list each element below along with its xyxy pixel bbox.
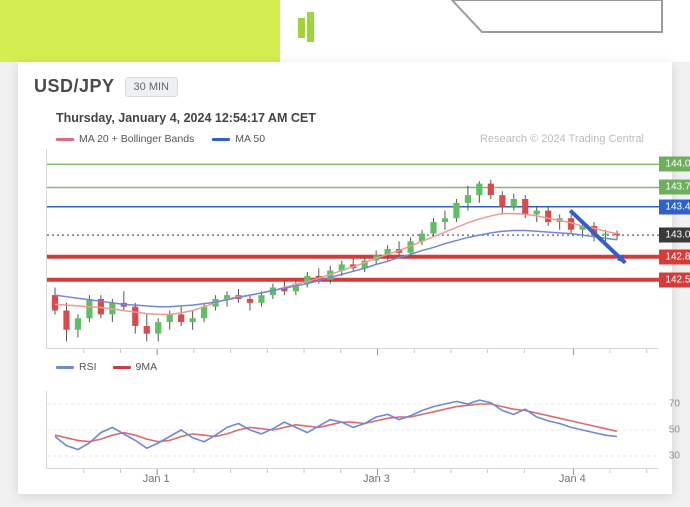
legend-ma20: MA 20 + Bollinger Bands [56,133,194,145]
symbol-label: USD/JPY [34,76,115,97]
price-level-label: 144.00 [659,157,690,172]
brand-logo: Ultima Markets [298,10,366,48]
price-level-label: 142.80 [659,249,690,264]
timestamp: Thursday, January 4, 2024 12:54:17 AM CE… [56,111,656,125]
header-notch [452,0,662,42]
ma20-swatch [56,138,74,141]
chart-card: USD/JPY 30 MIN Thursday, January 4, 2024… [18,62,672,494]
chart-header: USD/JPY 30 MIN [34,76,656,97]
legend-9ma-label: 9MA [136,361,158,373]
root: Ultima Markets USD/JPY 30 MIN Thursday, … [0,0,690,507]
sub-legend: RSI 9MA [56,361,656,373]
price-chart[interactable]: 144.00143.70143.45143.08142.80142.50 [46,149,658,349]
legend-rsi-label: RSI [79,361,97,373]
legend-9ma: 9MA [113,361,158,373]
rsi-swatch [56,366,74,369]
price-chart-svg [47,149,659,349]
rsi-tick-label: 50 [669,425,680,436]
ma50-swatch [212,138,230,141]
logo-icon [298,10,324,44]
ma9-swatch [113,366,131,369]
price-level-label: 142.50 [659,272,690,287]
x-tick-label: Jan 3 [363,473,390,485]
x-axis-labels: Jan 1 Jan 3 Jan 4 [46,469,658,485]
price-level-label: 143.45 [659,199,690,214]
rsi-chart[interactable]: 305070 [46,391,658,469]
accent-band [0,0,280,62]
research-credit: Research © 2024 Trading Central [480,133,644,145]
x-tick-label: Jan 4 [559,473,586,485]
legend-rsi: RSI [56,361,97,373]
x-tick-label: Jan 1 [143,473,170,485]
price-level-label: 143.70 [659,180,690,195]
legend-ma20-label: MA 20 + Bollinger Bands [79,133,194,145]
rsi-tick-label: 70 [669,399,680,410]
price-level-label: 143.08 [659,228,690,243]
legend-ma50: MA 50 [212,133,265,145]
timeframe-pill[interactable]: 30 MIN [125,77,178,97]
rsi-tick-label: 30 [669,451,680,462]
rsi-chart-svg [47,391,659,469]
legend-ma50-label: MA 50 [235,133,265,145]
main-legend: MA 20 + Bollinger Bands MA 50 Research ©… [56,133,656,145]
